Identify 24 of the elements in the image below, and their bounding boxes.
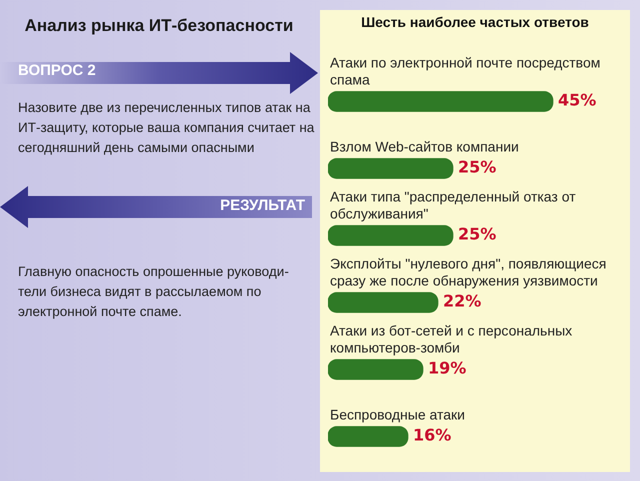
y-tick-label: Взлом Web-сайтов компании — [330, 138, 519, 154]
y-tick-label: Атаки типа "распределенный отказ от обслуживания" — [330, 188, 576, 222]
bar — [328, 426, 408, 447]
text: РЕЗУЛЬТАТ — [220, 197, 305, 214]
data-label: 22% — [443, 292, 482, 311]
bar — [328, 359, 424, 380]
data-label: 19% — [428, 358, 466, 378]
text: ВОПРОС 2 — [18, 62, 96, 79]
y-tick-label: Атаки по электронной почте посредством спама — [330, 54, 600, 88]
bar — [328, 225, 454, 246]
text: Главную опасность опрошенные руководи-тели бизнеса видят в рассылаемом по электронной почте спаме. — [18, 263, 290, 321]
y-tick-label: Эксплойты "нулевого дня", появляющиеся сразу же после обнаружения уязвимости — [330, 255, 606, 288]
data-label: 25% — [458, 158, 496, 177]
y-tick-label: Атаки из бот-сетей и с персональных компьютеров-зомби — [330, 322, 572, 356]
data-label: 16% — [413, 426, 452, 445]
text: Анализ рынка ИТ-безопасности — [24, 16, 294, 36]
y-tick-label: Беспроводные атаки — [330, 406, 465, 422]
chart-subtitle: Шесть наиболее частых ответов — [360, 14, 590, 30]
bar — [328, 292, 438, 313]
text: Назовите две из перечисленных типов атак на ИТ-защиту, которые ваша компания считает на сегодняшний день самыми опасными — [18, 99, 316, 157]
bar — [328, 158, 454, 179]
data-label: 25% — [458, 224, 496, 244]
data-label: 45% — [558, 90, 596, 110]
bar — [328, 91, 554, 112]
